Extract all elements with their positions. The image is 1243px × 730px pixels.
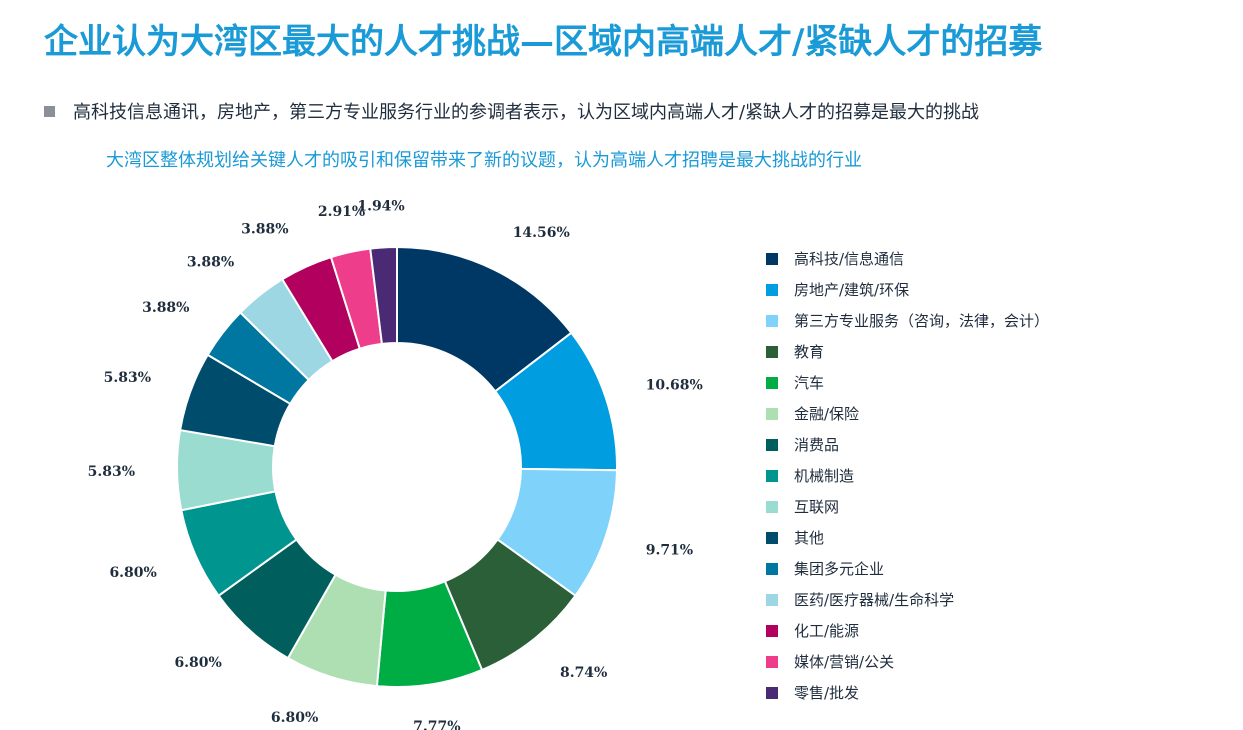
chart-legend: 高科技/信息通信 房地产/建筑/环保第三方专业服务（咨询，法律，会计） 教育汽车金融… [766,243,1049,708]
slice-label: 2.91% [318,204,365,220]
legend-swatch-icon [766,252,778,265]
bullet-text: 高科技信息通讯，房地产，第三方专业服务行业的参调者表示，认为区域内高端人才/紧缺… [73,102,980,123]
slice-label: 9.71% [646,542,693,558]
legend-swatch-icon [766,562,778,575]
legend-swatch-icon [766,593,778,606]
legend-item: 其他 [766,522,1049,553]
chart-subtitle: 大湾区整体规划给关键人才的吸引和保留带来了新的议题，认为高端人才招聘是最大挑战的… [106,150,862,171]
legend-item: 化工/能源 [766,615,1049,646]
legend-label: 医药/医疗器械/生命科学 [794,591,955,609]
legend-swatch-icon [766,469,778,482]
donut-chart: 14.56% 10.68% 9.71% 8.74% 7.77% 6.80% 6.80% 6.8… [88,198,703,730]
legend-swatch-icon [766,655,778,668]
legend-label: 集团多元企业 [794,560,885,578]
legend-swatch-icon [766,407,778,420]
slice-label: 5.83% [88,464,135,480]
legend-swatch-icon [766,500,778,513]
legend-label: 第三方专业服务（咨询，法律，会计） [794,312,1050,330]
slice-label: 10.68% [646,377,703,393]
slice-label: 7.77% [413,719,460,730]
legend-swatch-icon [766,314,778,327]
legend-swatch-icon [766,283,778,296]
bullet-square-icon [44,105,55,117]
slice-label: 3.88% [142,300,189,316]
legend-item: 机械制造 [766,460,1049,491]
legend-swatch-icon [766,531,778,544]
legend-label: 房地产/建筑/环保 [794,281,910,299]
legend-label: 其他 [794,529,825,547]
legend-item: 第三方专业服务（咨询，法律，会计） [766,305,1049,336]
slice-label: 8.74% [560,665,607,681]
legend-label: 机械制造 [794,467,855,485]
slice-label: 3.88% [241,221,288,237]
legend-item: 汽车 [766,367,1049,398]
legend-swatch-icon [766,376,778,389]
legend-item: 零售/批发 [766,677,1049,708]
slice-label: 14.56% [513,225,570,241]
slice-label: 5.83% [104,370,151,386]
bullet-point: 高科技信息通讯，房地产，第三方专业服务行业的参调者表示，认为区域内高端人才/紧缺… [44,98,979,124]
legend-item: 教育 [766,336,1049,367]
legend-swatch-icon [766,686,778,699]
legend-item: 互联网 [766,491,1049,522]
slice-label: 6.80% [174,655,221,671]
slice-label: 6.80% [109,565,156,581]
legend-item: 医药/医疗器械/生命科学 [766,584,1049,615]
legend-item: 媒体/营销/公关 [766,646,1049,677]
slice-label: 3.88% [187,255,234,271]
legend-item: 房地产/建筑/环保 [766,274,1049,305]
legend-label: 教育 [794,343,825,361]
legend-label: 汽车 [794,374,825,392]
slice-label: 6.80% [271,710,318,726]
legend-label: 媒体/营销/公关 [794,653,895,671]
legend-swatch-icon [766,345,778,358]
legend-label: 化工/能源 [794,622,860,640]
legend-label: 消费品 [794,436,840,454]
legend-label: 互联网 [794,498,840,516]
legend-swatch-icon [766,624,778,637]
legend-item: 消费品 [766,429,1049,460]
slice-label: 1.94% [357,198,404,214]
legend-swatch-icon [766,438,778,451]
legend-item: 高科技/信息通信 [766,243,1049,274]
legend-label: 零售/批发 [794,684,860,702]
legend-label: 金融/保险 [794,405,860,423]
donut-slice [369,245,398,346]
legend-label: 高科技/信息通信 [794,250,905,268]
page-title: 企业认为大湾区最大的人才挑战—区域内高端人才/紧缺人才的招募 [44,22,1043,62]
legend-item: 集团多元企业 [766,553,1049,584]
legend-item: 金融/保险 [766,398,1049,429]
